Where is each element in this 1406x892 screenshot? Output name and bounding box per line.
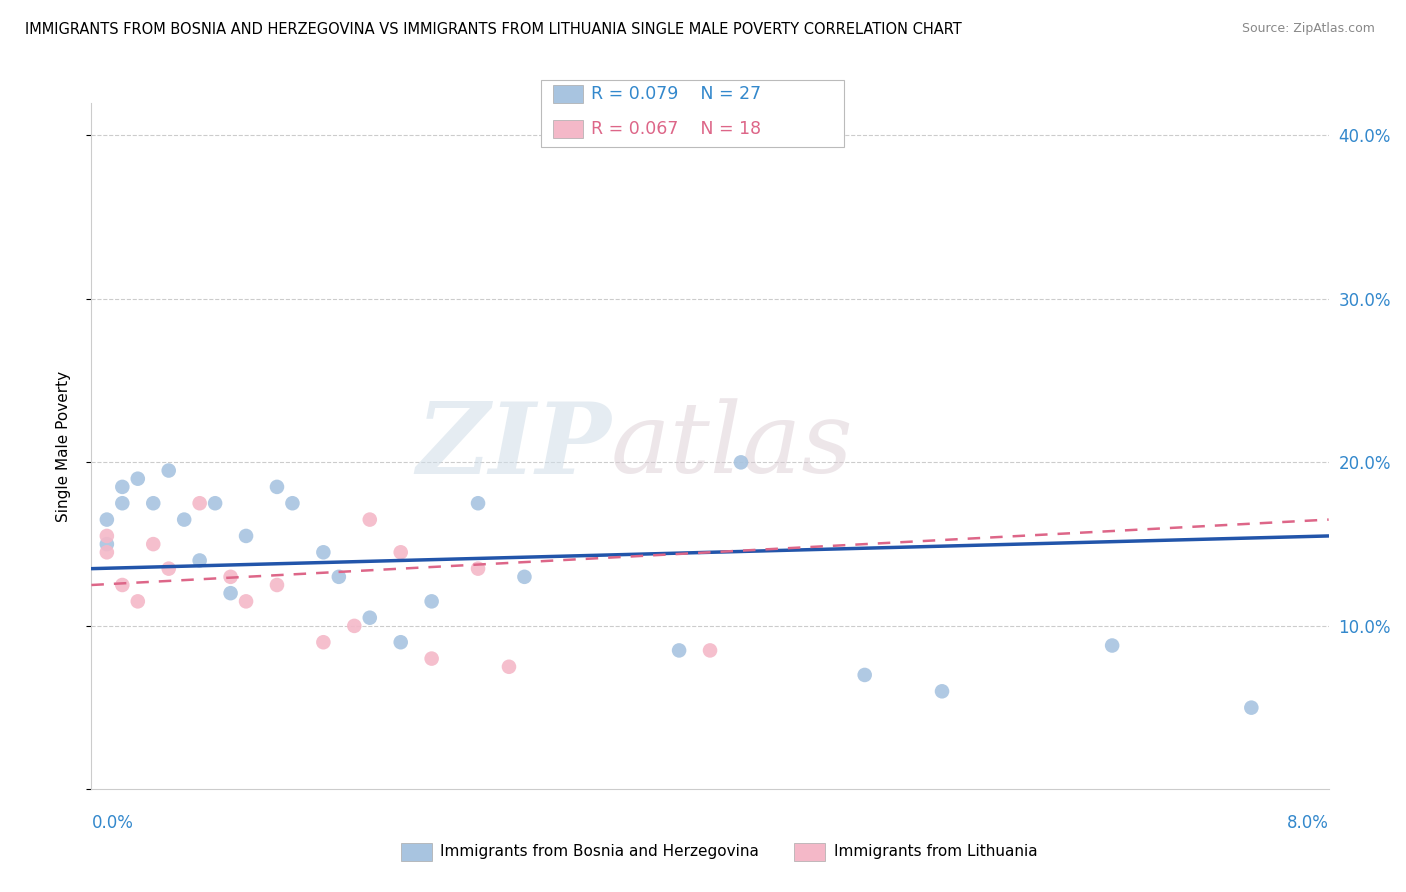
Point — [142, 496, 165, 510]
Point — [281, 496, 304, 510]
Point — [266, 480, 288, 494]
Point — [96, 529, 118, 543]
Point — [219, 586, 242, 600]
Text: R = 0.067    N = 18: R = 0.067 N = 18 — [591, 120, 761, 138]
Point — [513, 570, 536, 584]
Point — [312, 635, 335, 649]
Point — [235, 529, 257, 543]
Point — [931, 684, 953, 698]
Point — [204, 496, 226, 510]
Point — [127, 594, 149, 608]
Point — [1101, 639, 1123, 653]
Point — [420, 594, 443, 608]
Point — [157, 562, 180, 576]
Point — [328, 570, 350, 584]
Point — [389, 635, 412, 649]
Text: atlas: atlas — [612, 399, 853, 493]
Point — [219, 570, 242, 584]
Point — [730, 455, 752, 469]
Point — [127, 472, 149, 486]
Text: Immigrants from Bosnia and Herzegovina: Immigrants from Bosnia and Herzegovina — [440, 845, 759, 859]
Point — [266, 578, 288, 592]
Point — [420, 651, 443, 665]
Point — [188, 496, 211, 510]
Point — [1240, 700, 1263, 714]
Point — [467, 496, 489, 510]
Point — [157, 464, 180, 478]
Point — [359, 512, 381, 526]
Point — [668, 643, 690, 657]
Y-axis label: Single Male Poverty: Single Male Poverty — [56, 370, 70, 522]
Point — [467, 562, 489, 576]
Point — [96, 545, 118, 559]
Point — [343, 619, 366, 633]
Point — [96, 512, 118, 526]
Point — [853, 668, 876, 682]
Point — [699, 643, 721, 657]
Point — [312, 545, 335, 559]
Text: R = 0.079    N = 27: R = 0.079 N = 27 — [591, 85, 761, 103]
Point — [142, 537, 165, 551]
Point — [111, 496, 134, 510]
Point — [235, 594, 257, 608]
Point — [389, 545, 412, 559]
Text: Immigrants from Lithuania: Immigrants from Lithuania — [834, 845, 1038, 859]
Point — [111, 480, 134, 494]
Point — [111, 578, 134, 592]
Point — [498, 660, 520, 674]
Point — [96, 537, 118, 551]
Text: Source: ZipAtlas.com: Source: ZipAtlas.com — [1241, 22, 1375, 36]
Text: 8.0%: 8.0% — [1286, 814, 1329, 831]
Point — [173, 512, 195, 526]
Point — [359, 611, 381, 625]
Text: ZIP: ZIP — [416, 398, 612, 494]
Text: IMMIGRANTS FROM BOSNIA AND HERZEGOVINA VS IMMIGRANTS FROM LITHUANIA SINGLE MALE : IMMIGRANTS FROM BOSNIA AND HERZEGOVINA V… — [25, 22, 962, 37]
Text: 0.0%: 0.0% — [91, 814, 134, 831]
Point — [188, 553, 211, 567]
